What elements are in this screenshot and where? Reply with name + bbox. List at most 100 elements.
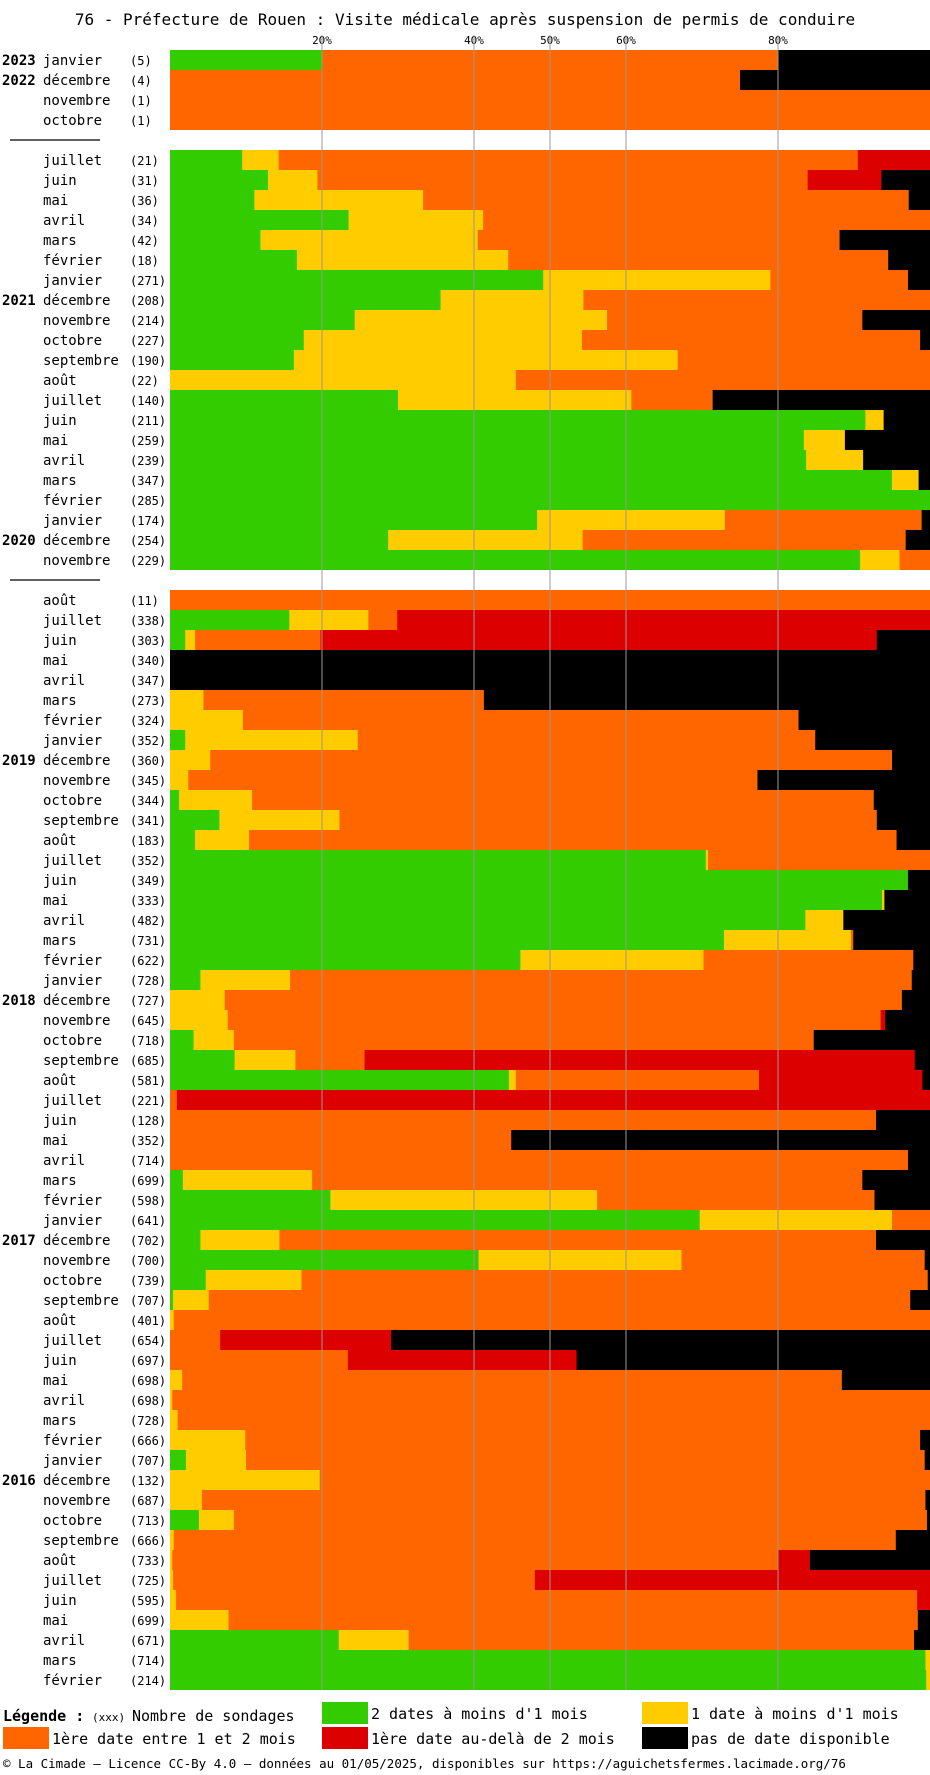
month-label: avril <box>43 1633 85 1649</box>
month-label: septembre <box>43 1533 119 1549</box>
month-label: janvier <box>43 1453 102 1469</box>
month-label: janvier <box>43 973 102 989</box>
bar-segment-39-1 <box>195 830 250 850</box>
month-label: février <box>43 953 102 969</box>
bar-segment-45-4 <box>913 950 930 970</box>
count-label: (687) <box>130 1494 166 1508</box>
count-label: (340) <box>130 654 166 668</box>
bar-segment-57-1 <box>330 1190 598 1210</box>
count-label: (18) <box>130 254 159 268</box>
bar-segment-48-1 <box>170 1010 229 1030</box>
month-label: février <box>43 1673 102 1689</box>
count-label: (4) <box>130 74 152 88</box>
month-label: avril <box>43 1393 85 1409</box>
bar-segment-34-0 <box>170 730 186 750</box>
month-label: décembre <box>43 753 110 769</box>
count-label: (5) <box>130 54 152 68</box>
bar-segment-48-2 <box>227 1010 881 1030</box>
legend-entry-2: 1ère date entre 1 et 2 mois <box>52 1730 296 1748</box>
bar-segment-44-4 <box>853 930 930 950</box>
month-label: décembre <box>43 293 110 309</box>
bar-segment-66-2 <box>182 1370 843 1390</box>
bar-segment-75-3 <box>778 1550 811 1570</box>
bar-segment-43-4 <box>843 910 930 930</box>
count-label: (333) <box>130 894 166 908</box>
bar-segment-34-4 <box>815 730 930 750</box>
bar-segment-38-4 <box>876 810 930 830</box>
bar-segment-62-2 <box>208 1290 911 1310</box>
bar-segment-60-0 <box>170 1250 479 1270</box>
count-label: (641) <box>130 1214 166 1228</box>
count-label: (700) <box>130 1254 166 1268</box>
bar-segment-18-1 <box>865 410 885 430</box>
bar-segment-62-4 <box>910 1290 930 1310</box>
bar-segment-13-0 <box>170 310 356 330</box>
count-label: (21) <box>130 154 159 168</box>
count-label: (140) <box>130 394 166 408</box>
month-label: septembre <box>43 353 119 369</box>
bar-segment-6-4 <box>881 170 930 190</box>
bar-segment-44-0 <box>170 930 725 950</box>
count-label: (352) <box>130 734 166 748</box>
month-label: juin <box>43 1113 77 1129</box>
bar-segment-5-0 <box>170 150 243 170</box>
bar-segment-46-2 <box>290 970 913 990</box>
count-label: (214) <box>130 1674 166 1688</box>
bar-segment-60-2 <box>681 1250 926 1270</box>
bar-segment-52-2 <box>170 1090 178 1110</box>
bar-segment-76-3 <box>534 1570 930 1590</box>
bar-segment-10-0 <box>170 250 298 270</box>
bar-segment-54-4 <box>511 1130 930 1150</box>
legend-entry-1: 1 date à moins d'1 mois <box>691 1705 899 1723</box>
bar-segment-35-2 <box>210 750 893 770</box>
bar-segment-63-2 <box>173 1310 930 1330</box>
bar-segment-42-4 <box>884 890 930 910</box>
month-label: janvier <box>43 513 102 529</box>
month-label: octobre <box>43 1273 102 1289</box>
count-label: (685) <box>130 1054 166 1068</box>
month-label: décembre <box>43 73 110 89</box>
bar-segment-6-0 <box>170 170 269 190</box>
count-label: (739) <box>130 1274 166 1288</box>
bar-segment-81-0 <box>170 1670 927 1690</box>
month-label: octobre <box>43 793 102 809</box>
bar-segment-50-4 <box>914 1050 930 1070</box>
month-label: octobre <box>43 1513 102 1529</box>
count-label: (698) <box>130 1394 166 1408</box>
bar-segment-28-0 <box>170 610 290 630</box>
month-label: avril <box>43 913 85 929</box>
bar-segment-11-1 <box>543 270 771 290</box>
bar-segment-77-3 <box>917 1590 930 1610</box>
bar-segment-56-2 <box>312 1170 863 1190</box>
bar-segment-39-4 <box>896 830 930 850</box>
bar-segment-76-2 <box>173 1570 536 1590</box>
bar-segment-73-1 <box>198 1510 235 1530</box>
count-label: (338) <box>130 614 166 628</box>
bar-segment-56-1 <box>182 1170 313 1190</box>
bar-segment-39-2 <box>249 830 897 850</box>
bar-segment-68-2 <box>177 1410 930 1430</box>
bar-segment-73-0 <box>170 1510 200 1530</box>
count-label: (666) <box>130 1534 166 1548</box>
month-label: avril <box>43 1153 85 1169</box>
bar-segment-25-1 <box>860 550 900 570</box>
count-label: (698) <box>130 1374 166 1388</box>
month-label: mai <box>43 1373 68 1389</box>
legend-swatch-2 <box>3 1727 49 1749</box>
bar-segment-66-4 <box>841 1370 930 1390</box>
bar-segment-47-4 <box>901 990 930 1010</box>
bar-segment-61-2 <box>301 1270 929 1290</box>
bar-segment-41-4 <box>907 870 930 890</box>
bar-segment-29-4 <box>876 630 930 650</box>
month-label: novembre <box>43 553 110 569</box>
bar-segment-42-0 <box>170 890 883 910</box>
count-label: (303) <box>130 634 166 648</box>
count-label: (183) <box>130 834 166 848</box>
bar-segment-35-1 <box>170 750 211 770</box>
month-label: juin <box>43 1593 77 1609</box>
bar-segment-58-0 <box>170 1210 701 1230</box>
bar-segment-25-2 <box>899 550 930 570</box>
bar-segment-67-1 <box>170 1390 173 1410</box>
count-label: (707) <box>130 1294 166 1308</box>
bar-segment-37-0 <box>170 790 180 810</box>
